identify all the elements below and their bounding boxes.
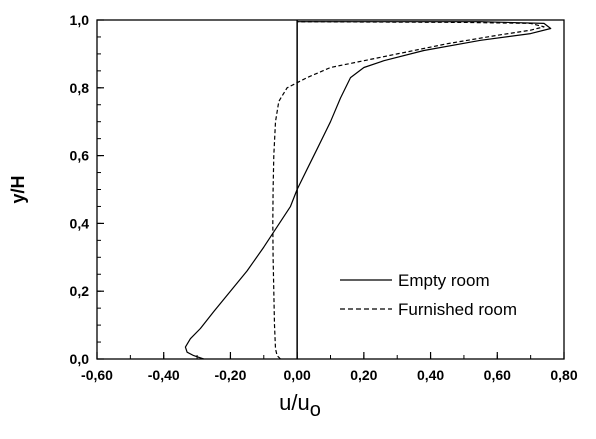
series-line-furnished-room [272, 21, 545, 360]
y-tick-label: 0,6 [70, 148, 90, 164]
x-tick-label: 0,60 [484, 367, 511, 383]
axis-titles: u/uo y/H [8, 175, 321, 421]
y-tick-label: 0,8 [70, 80, 90, 96]
axes-layer: -0,60 -0,40 -0,20 0,00 0,20 0,40 0,60 0,80 0,0 0,… [70, 12, 578, 383]
x-tick-label: 0,00 [284, 367, 311, 383]
x-axis-title-subscript: o [310, 399, 321, 421]
y-axis-title: y/H [8, 175, 28, 203]
x-tick-label: 0,80 [550, 367, 577, 383]
y-tick-label: 1,0 [70, 12, 90, 28]
x-axis-title: u/uo [279, 390, 321, 421]
x-tick-label: -0,40 [148, 367, 180, 383]
x-tick-label: 0,20 [350, 367, 377, 383]
series-layer [184, 21, 552, 360]
y-tick-label: 0,2 [70, 283, 90, 299]
legend-label-furnished-room: Furnished room [398, 300, 517, 319]
series-line-empty-room [184, 21, 552, 360]
legend-label-empty-room: Empty room [398, 271, 490, 290]
x-tick-label: -0,60 [81, 367, 113, 383]
x-tick-label: -0,20 [214, 367, 246, 383]
y-tick-label: 0,0 [70, 351, 90, 367]
x-tick-label: 0,40 [417, 367, 444, 383]
y-tick-label: 0,4 [70, 215, 90, 231]
x-axis-title-main: u/u [279, 390, 310, 415]
legend: Empty room Furnished room [340, 271, 517, 319]
